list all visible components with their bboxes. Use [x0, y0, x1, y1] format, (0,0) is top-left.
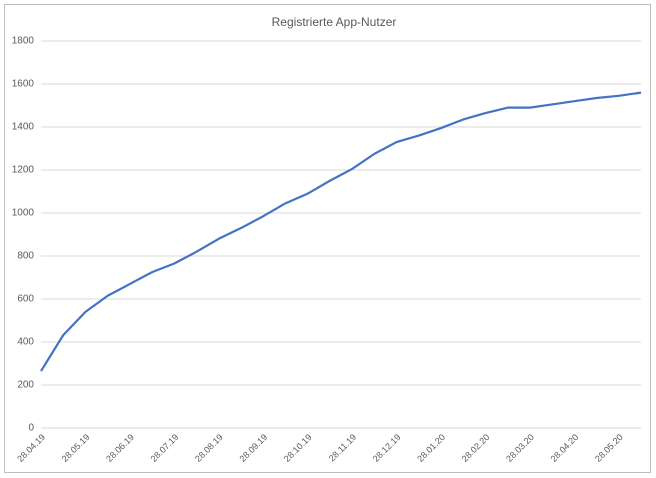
- y-tick-label: 1800: [12, 36, 35, 47]
- chart-frame: [4, 4, 651, 473]
- data-line: [40, 91, 642, 372]
- chart-title: Registrierte App-Nutzer: [272, 15, 397, 29]
- y-tick-label: 600: [17, 294, 34, 305]
- y-tick-label: 1400: [12, 122, 35, 133]
- y-tick-label: 1600: [12, 79, 35, 90]
- y-tick-label: 1200: [12, 165, 35, 176]
- y-tick-label: 400: [17, 337, 34, 348]
- y-tick-label: 800: [17, 251, 34, 262]
- y-tick-label: 0: [28, 423, 34, 434]
- y-tick-label: 200: [17, 380, 34, 391]
- y-tick-label: 1000: [12, 208, 35, 219]
